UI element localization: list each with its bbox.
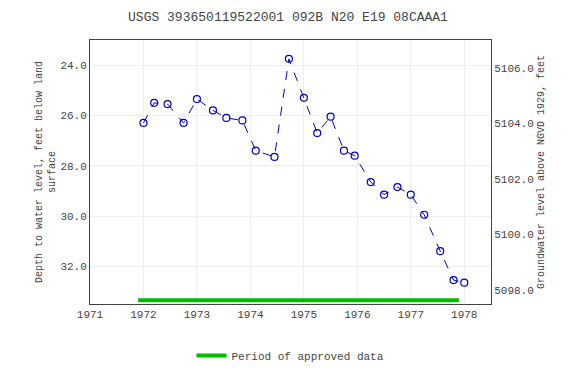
svg-text:24.0: 24.0 <box>60 60 86 72</box>
svg-text:USGS 393650119522001 092B N20: USGS 393650119522001 092B N20 E19 08CAAA… <box>128 10 448 25</box>
svg-text:Groundwater level above NGVD 1: Groundwater level above NGVD 1929, feet <box>536 55 547 289</box>
svg-text:5104.0: 5104.0 <box>494 118 534 130</box>
svg-text:26.0: 26.0 <box>60 110 86 122</box>
svg-text:1978: 1978 <box>451 309 477 321</box>
svg-text:1977: 1977 <box>398 309 424 321</box>
svg-text:5106.0: 5106.0 <box>494 63 534 75</box>
svg-text:1971: 1971 <box>77 309 104 321</box>
svg-text:30.0: 30.0 <box>60 211 86 223</box>
svg-text:1974: 1974 <box>237 309 264 321</box>
svg-text:1975: 1975 <box>291 309 317 321</box>
svg-text:1973: 1973 <box>184 309 210 321</box>
svg-text:Period of approved data: Period of approved data <box>232 351 384 363</box>
svg-text:1972: 1972 <box>130 309 156 321</box>
svg-text:5098.0: 5098.0 <box>494 285 534 297</box>
svg-text:1976: 1976 <box>344 309 370 321</box>
svg-text:5100.0: 5100.0 <box>494 229 534 241</box>
svg-text:5102.0: 5102.0 <box>494 174 534 186</box>
svg-text:28.0: 28.0 <box>60 161 86 173</box>
svg-text:Depth to water level, feet bel: Depth to water level, feet below landsur… <box>34 61 58 283</box>
svg-text:32.0: 32.0 <box>60 261 86 273</box>
